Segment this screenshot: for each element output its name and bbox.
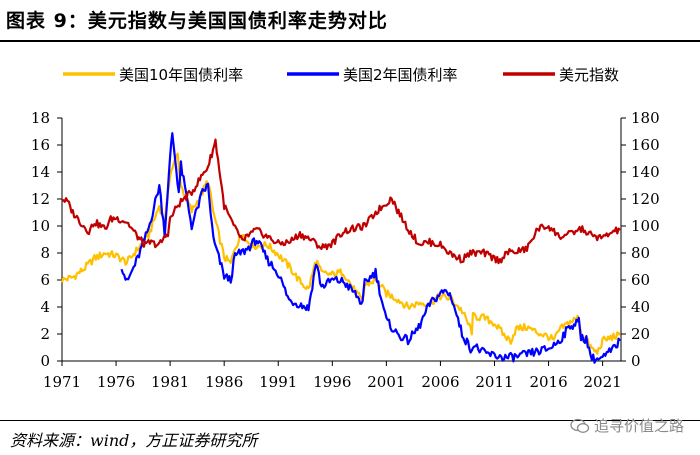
right-tick-label: 160 [631,136,660,154]
watermark-text: 追寻价值之路 [593,417,684,435]
left-tick-label: 6 [40,271,50,289]
left-tick-label: 4 [40,298,50,316]
right-tick-label: 140 [631,163,660,181]
x-tick-label: 2006 [421,373,459,391]
left-tick-label: 18 [31,109,50,127]
series-dollar-index [61,138,621,265]
series-layer [60,132,621,364]
legend: 美国10年国债利率 美国2年国债利率 美元指数 [63,66,619,84]
x-tick-label: 2021 [584,373,622,391]
x-tick-label: 1996 [313,373,351,391]
right-tick-label: 100 [631,217,660,235]
x-tick-label: 2016 [529,373,567,391]
right-axis-ticks: 0 20 40 60 80 100 120 140 160 180 [621,109,660,370]
x-tick-label: 2011 [475,373,513,391]
wechat-icon [570,418,590,433]
x-tick-label: 1986 [205,373,243,391]
x-tick-label: 1971 [43,373,81,391]
x-tick-label: 1991 [259,373,297,391]
chart-title: 图表 9：美元指数与美国国债利率走势对比 [6,10,388,32]
x-tick-label: 2001 [367,373,405,391]
right-tick-label: 60 [631,271,650,289]
chart: 美国10年国债利率 美国2年国债利率 美元指数 024681012141618 … [31,66,660,391]
left-tick-label: 2 [40,325,50,343]
right-tick-label: 0 [631,352,641,370]
left-tick-label: 16 [31,136,50,154]
x-tick-label: 1981 [151,373,189,391]
legend-label-dxy: 美元指数 [559,66,619,84]
right-tick-label: 20 [631,325,650,343]
left-tick-label: 10 [31,217,50,235]
x-axis-ticks: 1971 1976 1981 1986 1991 1996 2001 2006 2011 2016… [43,361,622,391]
bottom-rule [0,420,700,421]
left-axis-ticks: 0 2 4 6 8 10 12 14 16 18 [31,109,62,370]
right-tick-label: 180 [631,109,660,127]
right-tick-label: 120 [631,190,660,208]
right-tick-label: 80 [631,244,650,262]
x-tick-label: 1976 [97,373,135,391]
source-note: 资料来源：wind，方正证券研究所 [10,431,258,450]
legend-label-10y: 美国10年国债利率 [119,66,243,84]
series-2y-treasury [120,132,621,364]
watermark: 追寻价值之路 [570,415,684,436]
title-rule [0,40,700,42]
right-tick-label: 40 [631,298,650,316]
legend-label-2y: 美国2年国债利率 [343,66,458,84]
left-tick-label: 0 [40,352,50,370]
left-tick-label: 14 [31,163,50,181]
left-tick-label: 12 [31,190,50,208]
series-10y-treasury [60,152,621,355]
left-tick-label: 8 [40,244,50,262]
